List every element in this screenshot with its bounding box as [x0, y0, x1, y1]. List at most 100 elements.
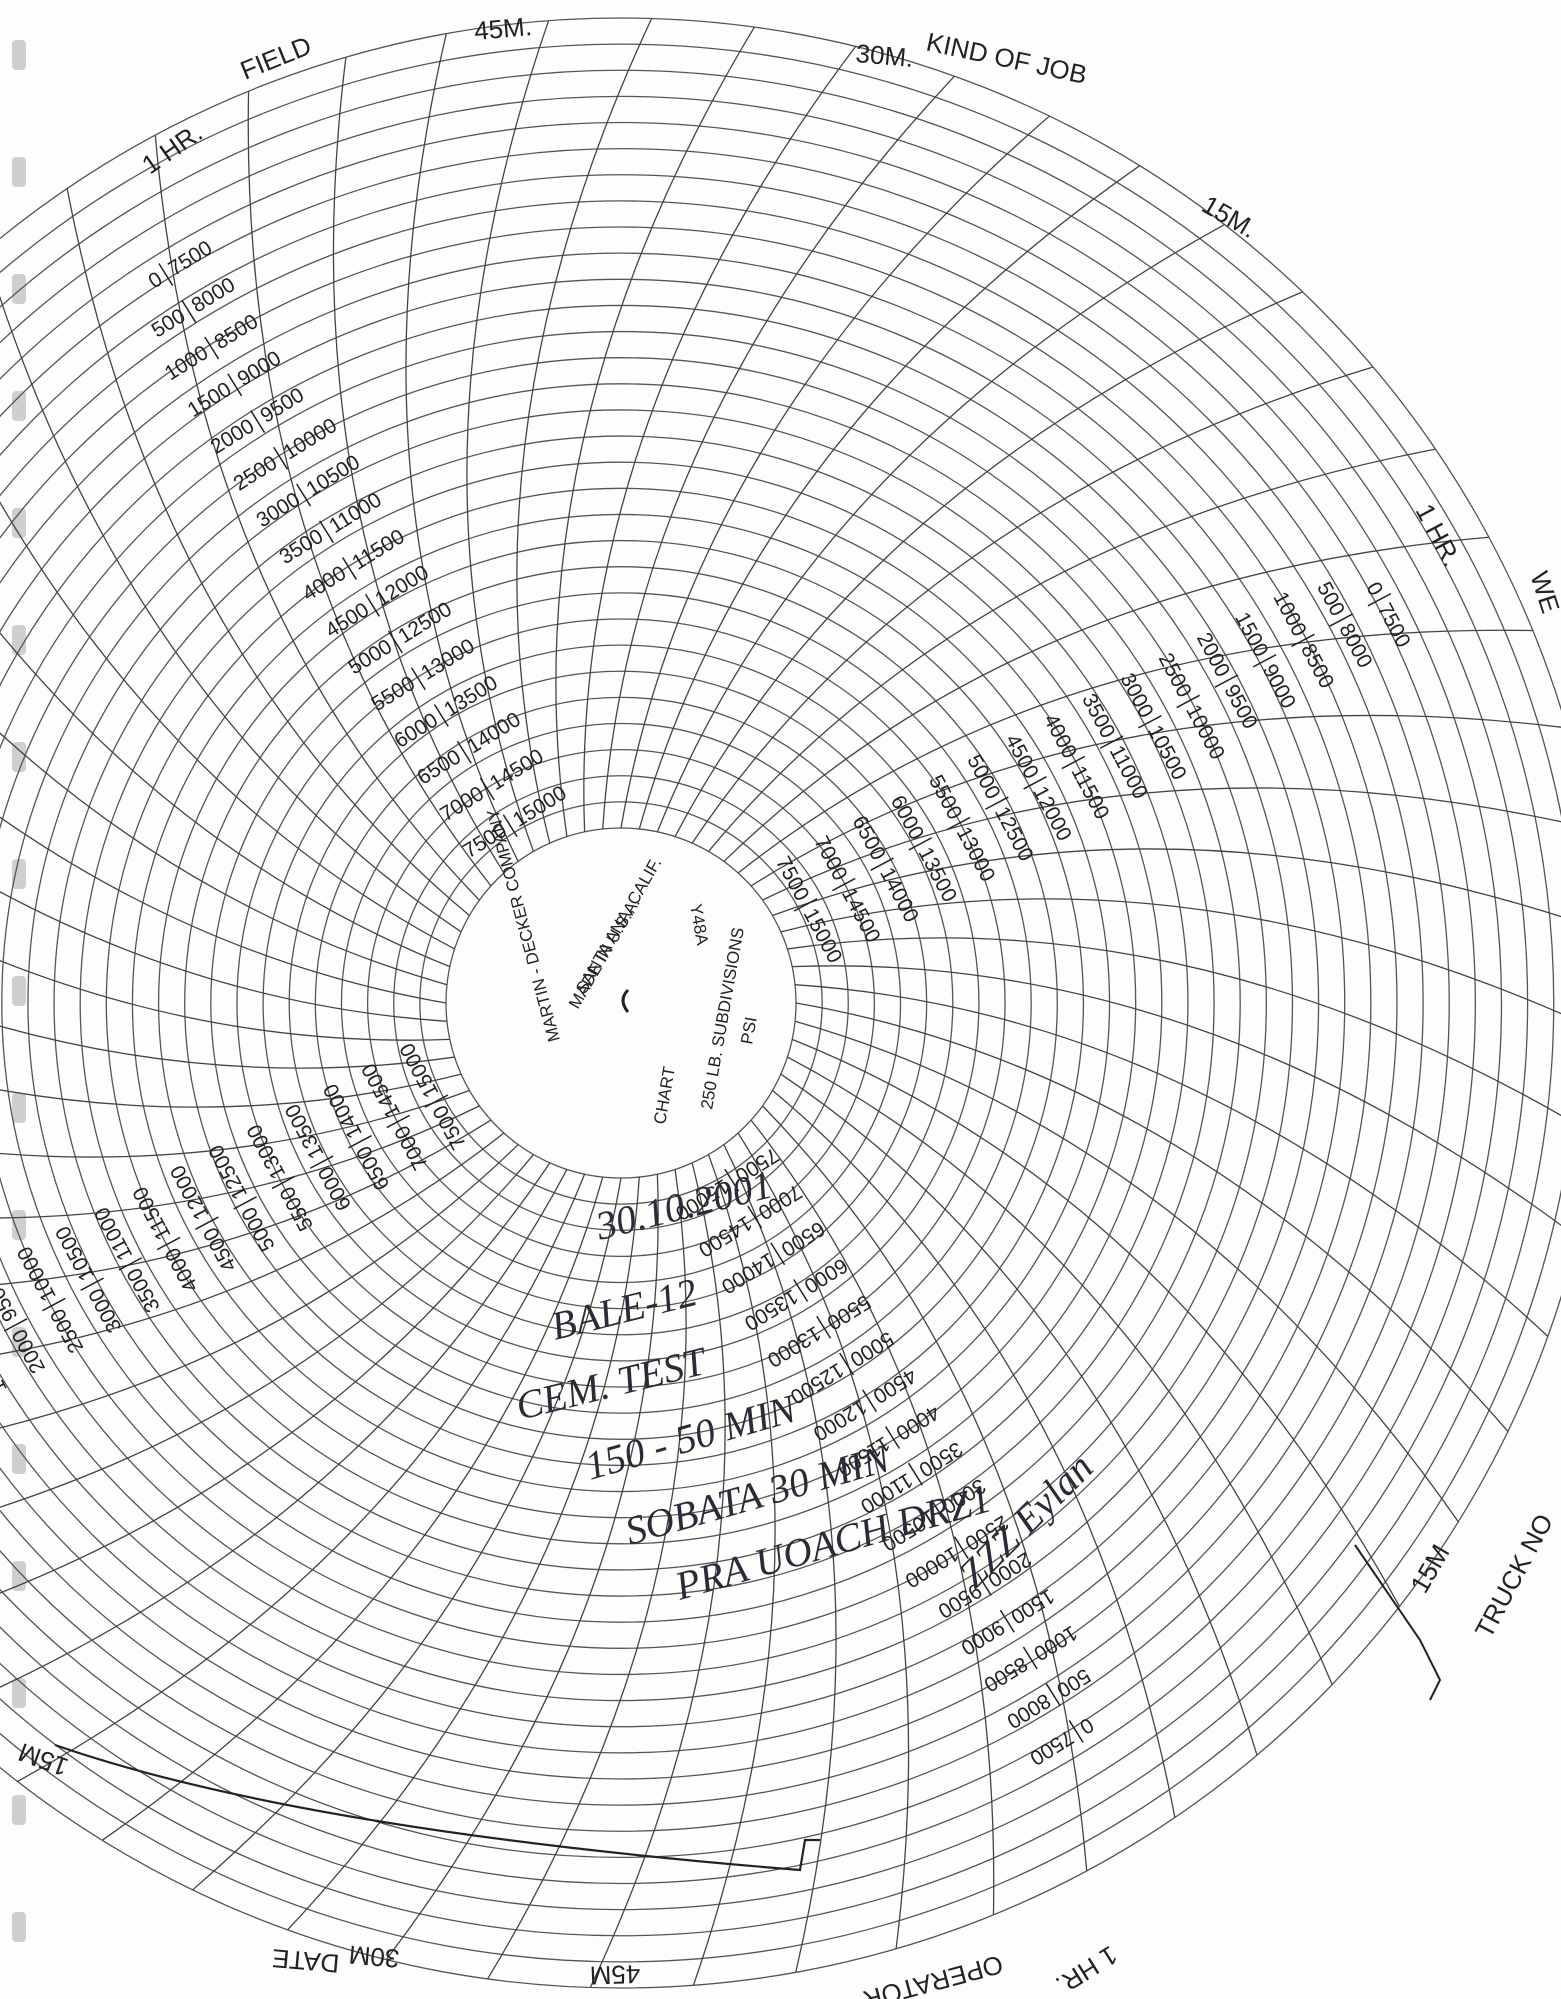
- scale-divider: [930, 1499, 946, 1523]
- time-line: [787, 937, 1561, 1117]
- time-line: [0, 891, 448, 1022]
- ring: [0, 148, 1476, 1858]
- time-line: [691, 366, 1374, 844]
- ring: [0, 357, 1267, 1649]
- time-line: [0, 816, 447, 1004]
- scale-divider: [770, 1242, 786, 1266]
- scale-low: 6000: [886, 792, 928, 844]
- scale-low: 5000: [846, 1327, 898, 1371]
- binder-hole: [12, 1678, 26, 1708]
- scale-low: 3000: [84, 1284, 126, 1336]
- scale-divider: [348, 1135, 372, 1149]
- scale-divider: [862, 1389, 878, 1413]
- scale-divider: [1099, 735, 1124, 749]
- scale-low: 3500: [1077, 690, 1119, 742]
- scale-low: 2500: [1154, 649, 1196, 701]
- scale-divider: [724, 1168, 740, 1192]
- time-line: [0, 1025, 455, 1069]
- scale-low: 7000: [436, 782, 488, 826]
- scale-divider: [1045, 1683, 1061, 1707]
- scale-high: 12500: [786, 1358, 848, 1408]
- scale-high: 10500: [302, 451, 364, 501]
- time-line: [795, 1002, 1509, 1432]
- time-line: [101, 1176, 604, 1841]
- scale-divider: [1291, 633, 1315, 648]
- scale-divider: [250, 410, 266, 433]
- time-line: [762, 1105, 1088, 1872]
- scale-divider: [907, 1462, 923, 1486]
- scale-low: 4500: [1001, 731, 1043, 783]
- scale-low: 4000: [892, 1400, 944, 1444]
- time-line: [583, 45, 857, 832]
- well-label: WE: [1524, 568, 1561, 617]
- subdivisions: 250 LB. SUBDIVISIONS: [697, 926, 748, 1111]
- scale-high: 13500: [281, 1100, 329, 1162]
- scale-low: 3500: [123, 1264, 165, 1316]
- binder-hole: [12, 40, 26, 70]
- scale-high: 14500: [486, 745, 548, 795]
- scale-divider: [502, 814, 518, 838]
- scale-low: 4500: [199, 1223, 241, 1275]
- center-label: MARTIN - DECKER COMPANY SANTA ANA, CALIF…: [483, 807, 760, 1126]
- scale-high: 9500: [256, 383, 308, 427]
- chart-word: CHART: [650, 1065, 679, 1126]
- time-line: [708, 448, 1436, 852]
- binder-hole: [12, 859, 26, 889]
- time-line: [0, 631, 451, 968]
- binder-hole: [12, 1093, 26, 1123]
- time-mark: 45M: [589, 1959, 641, 1991]
- scale-divider: [1329, 613, 1354, 627]
- scale-low: 7000: [390, 1122, 432, 1174]
- ring: [210, 592, 1032, 1414]
- scale-low: 500: [1052, 1664, 1094, 1702]
- scale-divider: [42, 1297, 66, 1312]
- time-line: [17, 1173, 586, 1783]
- time-line: [656, 223, 1225, 833]
- scale-low: 3500: [915, 1437, 967, 1481]
- scale-divider: [118, 1257, 143, 1271]
- scale-low: 5000: [237, 1203, 279, 1255]
- scale-divider: [831, 877, 856, 892]
- scale-divider: [793, 898, 818, 912]
- time-line: [0, 1162, 551, 1594]
- scale-low: 0: [1361, 578, 1387, 599]
- time-line: [737, 629, 1533, 874]
- scale-high: 12500: [394, 598, 456, 648]
- scale-high: 12000: [371, 561, 433, 611]
- scale-high: 8500: [210, 310, 262, 354]
- scale-low: 5000: [344, 635, 396, 679]
- time-line: [287, 1176, 640, 1931]
- scale-high: 8000: [1334, 620, 1376, 672]
- ring: [157, 539, 1085, 1467]
- scale-high: 9500: [1220, 681, 1262, 733]
- scale-low: 6500: [777, 1216, 829, 1260]
- scale-divider: [156, 1236, 181, 1251]
- center-hole: [621, 988, 630, 1013]
- time-line: [737, 1132, 910, 1949]
- scale-divider: [80, 1277, 104, 1291]
- time-line: [602, 75, 955, 830]
- scale-low: 6500: [848, 812, 890, 864]
- chart-grid: [0, 17, 1561, 1989]
- time-line: [772, 1090, 1176, 1818]
- scale-low: 6500: [413, 745, 465, 789]
- recorded-trace: [1354, 1544, 1442, 1701]
- scale-divider: [870, 857, 894, 871]
- model: Y48A: [686, 902, 712, 947]
- time-line: [750, 714, 1561, 887]
- handwritten-note: BALE-12: [546, 1269, 701, 1349]
- binder-hole: [12, 625, 26, 655]
- time-line: [192, 1177, 622, 1891]
- scale-low: 1000: [1268, 588, 1310, 640]
- ring: [0, 200, 1424, 1806]
- scale-divider: [1176, 694, 1200, 709]
- ring: [340, 722, 902, 1284]
- time-mark: 15M: [14, 1737, 72, 1782]
- time-mark: 30M: [348, 1940, 401, 1974]
- scale-low: 6500: [352, 1142, 394, 1194]
- scale-low: 4000: [1039, 710, 1081, 762]
- scale-divider: [1061, 755, 1086, 770]
- binder-hole: [12, 274, 26, 304]
- time-line: [0, 1073, 462, 1108]
